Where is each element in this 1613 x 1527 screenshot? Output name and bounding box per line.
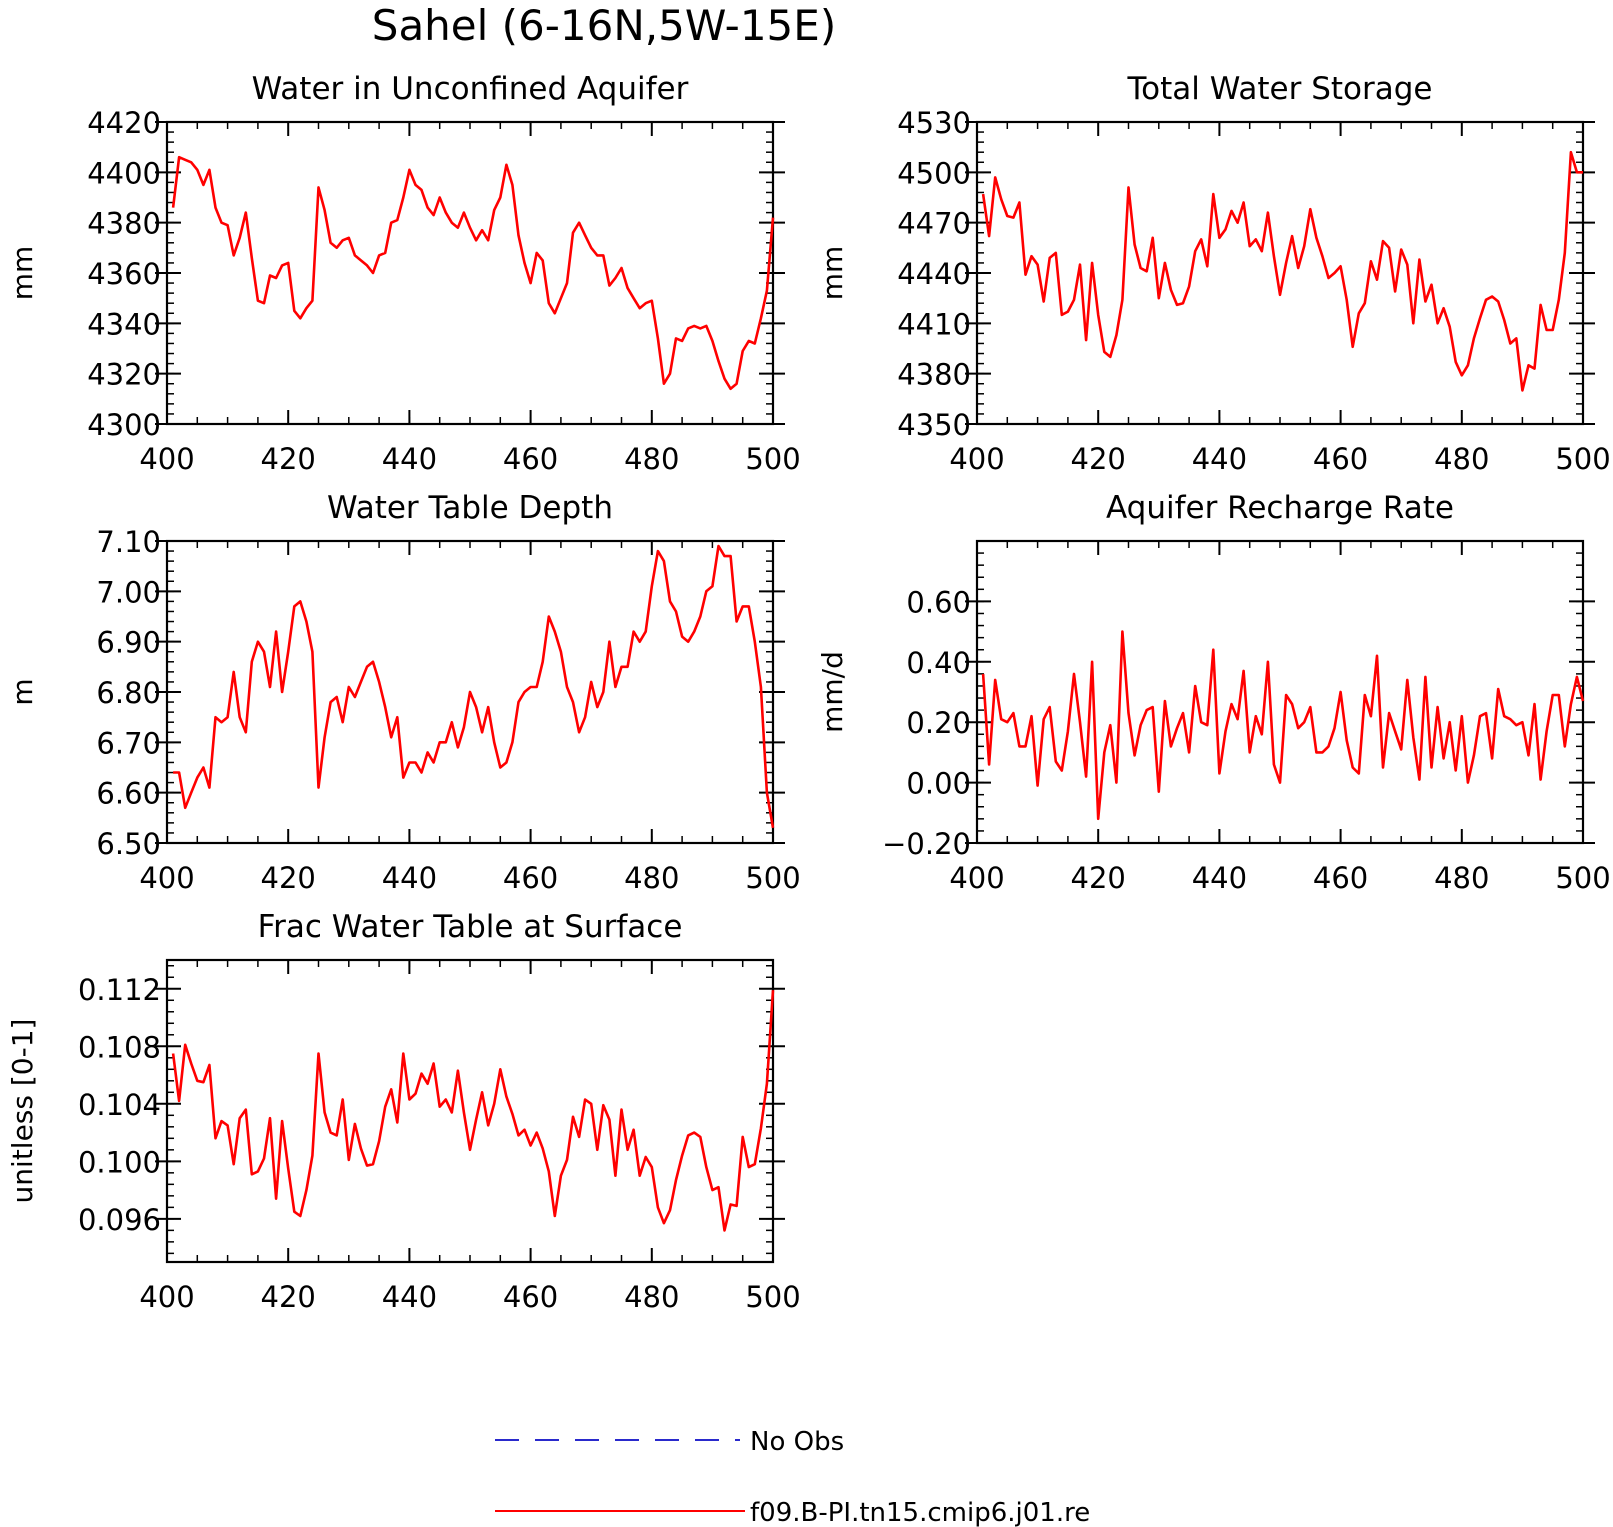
x-tick-label: 480 [624, 1280, 679, 1314]
chart-panel-1: Water in Unconfined Aquifer mm 400 420 440 46… [6, 71, 801, 476]
y-tick-label: 0.20 [906, 706, 971, 740]
plot-frame [165, 120, 775, 426]
y-tick-label: 6.60 [96, 777, 161, 811]
x-tick-label: 400 [139, 861, 194, 895]
legend-label-no-obs: No Obs [750, 1427, 844, 1457]
y-tick-label: 4350 [897, 408, 971, 442]
series-line [173, 544, 775, 829]
chart-title: Total Water Storage [1126, 71, 1432, 107]
chart-panel-5: Frac Water Table at Surface unitless [0-1… [6, 909, 801, 1314]
y-tick-label: 6.50 [96, 827, 161, 861]
x-tick-label: 460 [503, 442, 558, 476]
y-tick-label: 6.90 [96, 626, 161, 660]
x-tick-label: 500 [1555, 861, 1610, 895]
x-tick-label: 420 [261, 442, 316, 476]
x-tick-label: 440 [1192, 442, 1247, 476]
x-tick-label: 420 [261, 861, 316, 895]
y-tick-label: 0.112 [78, 973, 161, 1007]
y-tick-label: 4320 [87, 358, 161, 392]
x-tick-label: 480 [1434, 442, 1489, 476]
x-tick-label: 500 [745, 442, 800, 476]
x-tick-label: 460 [503, 1280, 558, 1314]
y-tick-label: 4530 [897, 106, 971, 140]
y-tick-label: 4470 [897, 207, 971, 241]
y-tick-label: 0.100 [78, 1145, 161, 1179]
y-tick-label: 4380 [87, 207, 161, 241]
y-tick-label: 0.104 [78, 1088, 161, 1122]
x-tick-label: 400 [949, 861, 1004, 895]
y-axis-label: mm/d [816, 651, 849, 733]
x-tick-label: 440 [382, 442, 437, 476]
chart-title: Frac Water Table at Surface [258, 909, 683, 945]
y-tick-label: 4400 [87, 156, 161, 190]
x-tick-label: 500 [745, 861, 800, 895]
chart-panel-4: Aquifer Recharge Rate mm/d 400 420 440 460 480… [816, 490, 1611, 895]
series-line [171, 990, 775, 1232]
chart-panel-2: Total Water Storage mm 400 420 440 460 480 500 4… [816, 71, 1611, 476]
y-axis-label: m [6, 678, 39, 705]
y-tick-label: 4500 [897, 156, 971, 190]
series-line [981, 150, 1583, 392]
plot-frame [975, 120, 1585, 426]
x-tick-label: 480 [624, 861, 679, 895]
y-tick-label: 0.60 [906, 585, 971, 619]
plot-frame [975, 539, 1585, 845]
y-tick-label: 4420 [87, 106, 161, 140]
x-tick-label: 460 [1313, 861, 1368, 895]
chart-panels: Water in Unconfined Aquifer mm 400 420 440 46… [6, 71, 1611, 1314]
plot-frame [165, 958, 775, 1264]
y-axis-label: unitless [0-1] [6, 1019, 39, 1204]
y-tick-label: 4340 [87, 307, 161, 341]
legend: No Obs f09.B-PI.tn15.cmip6.j01.re [495, 1427, 1090, 1527]
x-tick-label: 480 [1434, 861, 1489, 895]
x-tick-label: 420 [261, 1280, 316, 1314]
chart-panel-3: Water Table Depth m 400 420 440 460 480 500 6.50… [6, 490, 801, 895]
y-tick-label: −0.20 [882, 827, 971, 861]
x-tick-label: 500 [1555, 442, 1610, 476]
x-tick-label: 440 [382, 1280, 437, 1314]
x-tick-label: 400 [949, 442, 1004, 476]
y-axis-label: mm [816, 246, 849, 301]
legend-label-model: f09.B-PI.tn15.cmip6.j01.re [750, 1498, 1090, 1527]
x-tick-label: 460 [503, 861, 558, 895]
y-tick-label: 7.00 [96, 575, 161, 609]
y-tick-label: 7.10 [96, 525, 161, 559]
y-tick-label: 4380 [897, 358, 971, 392]
y-tick-label: 0.00 [906, 767, 971, 801]
y-axis-label: mm [6, 246, 39, 301]
y-tick-label: 4360 [87, 257, 161, 291]
x-tick-label: 420 [1071, 861, 1126, 895]
y-tick-label: 0.096 [78, 1203, 161, 1237]
y-tick-label: 4440 [897, 257, 971, 291]
y-tick-label: 6.80 [96, 676, 161, 710]
y-tick-label: 0.40 [906, 646, 971, 680]
figure-title: Sahel (6-16N,5W-15E) [372, 1, 836, 50]
y-tick-label: 6.70 [96, 726, 161, 760]
chart-title: Water in Unconfined Aquifer [252, 71, 689, 107]
chart-title: Water Table Depth [327, 490, 613, 526]
y-tick-label: 0.108 [78, 1030, 161, 1064]
y-tick-label: 4300 [87, 408, 161, 442]
x-tick-label: 400 [139, 442, 194, 476]
y-tick-label: 4410 [897, 307, 971, 341]
series-line [981, 630, 1585, 821]
x-tick-label: 420 [1071, 442, 1126, 476]
x-tick-label: 400 [139, 1280, 194, 1314]
series-line [171, 155, 775, 391]
x-tick-label: 440 [1192, 861, 1247, 895]
x-tick-label: 460 [1313, 442, 1368, 476]
chart-title: Aquifer Recharge Rate [1106, 490, 1454, 526]
x-tick-label: 440 [382, 861, 437, 895]
x-tick-label: 480 [624, 442, 679, 476]
x-tick-label: 500 [745, 1280, 800, 1314]
